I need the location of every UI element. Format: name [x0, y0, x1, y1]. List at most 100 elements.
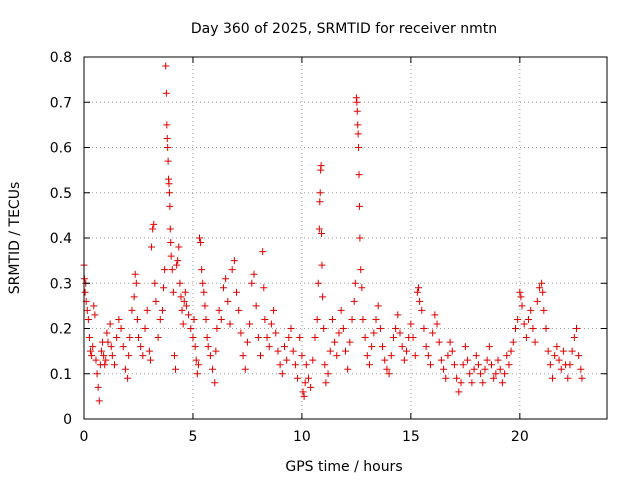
data-point — [179, 320, 187, 328]
data-point — [324, 370, 332, 378]
grid-lines — [84, 57, 607, 419]
data-point — [435, 338, 443, 346]
data-point — [448, 347, 456, 355]
data-point — [209, 365, 217, 373]
data-point — [539, 288, 547, 296]
y-axis-label: SRMTID / TECUs — [7, 182, 23, 295]
data-point — [322, 379, 330, 387]
data-point — [331, 338, 339, 346]
data-point — [559, 347, 567, 355]
data-point — [549, 374, 557, 382]
data-point — [166, 202, 174, 210]
data-point — [274, 347, 282, 355]
data-point — [479, 379, 487, 387]
data-point — [358, 284, 366, 292]
data-point — [485, 343, 493, 351]
data-point — [540, 306, 548, 314]
data-point — [132, 279, 140, 287]
data-point — [267, 320, 275, 328]
x-tick-label: 0 — [80, 429, 89, 445]
data-point — [314, 279, 322, 287]
data-point — [381, 356, 389, 364]
x-tick-label: 15 — [402, 429, 420, 445]
data-point — [355, 171, 363, 179]
data-point — [344, 365, 352, 373]
data-point — [370, 329, 378, 337]
data-point — [457, 379, 465, 387]
data-point — [337, 306, 345, 314]
data-point — [317, 162, 325, 170]
data-point — [522, 334, 530, 342]
data-point — [195, 234, 203, 242]
data-point — [361, 334, 369, 342]
data-point — [263, 334, 271, 342]
data-point — [535, 284, 543, 292]
data-point — [124, 374, 132, 382]
data-point — [115, 315, 123, 323]
data-point — [83, 306, 91, 314]
data-point — [261, 315, 269, 323]
data-point — [570, 334, 578, 342]
data-point — [95, 397, 103, 405]
data-point — [431, 311, 439, 319]
x-tick-label: 5 — [188, 429, 197, 445]
data-point — [189, 334, 197, 342]
data-point — [544, 347, 552, 355]
data-point — [557, 365, 565, 373]
data-point — [433, 320, 441, 328]
data-point — [459, 361, 467, 369]
data-point — [376, 325, 384, 332]
data-point — [354, 130, 362, 138]
data-point — [372, 315, 380, 323]
data-point — [353, 98, 361, 106]
y-tick-labels: 0 0.1 0.2 0.3 0.4 0.5 0.6 0.7 0.8 — [50, 50, 72, 428]
data-point — [185, 311, 193, 319]
data-point — [165, 189, 173, 197]
data-point — [164, 157, 172, 165]
data-point — [145, 347, 153, 355]
x-tick-label: 20 — [511, 429, 529, 445]
data-point — [359, 315, 367, 323]
data-point — [437, 356, 445, 364]
data-point — [313, 315, 321, 323]
data-point — [474, 361, 482, 369]
data-point — [93, 370, 101, 378]
data-point — [527, 306, 535, 314]
data-point — [300, 392, 308, 400]
data-point — [125, 352, 133, 360]
data-point — [126, 334, 134, 342]
data-point — [498, 379, 506, 387]
data-point — [339, 325, 347, 332]
data-point — [309, 356, 317, 364]
data-point — [276, 361, 284, 369]
y-tick-label: 0.4 — [50, 231, 72, 247]
data-point — [119, 343, 127, 351]
y-tick-label: 0.6 — [50, 141, 72, 157]
data-point — [316, 198, 324, 206]
data-point — [174, 257, 182, 265]
data-point — [442, 374, 450, 382]
data-point — [243, 338, 251, 346]
data-point — [113, 334, 121, 342]
data-point — [134, 334, 142, 342]
data-point — [287, 325, 295, 332]
data-point — [191, 343, 199, 351]
data-point — [357, 266, 365, 274]
data-point — [250, 270, 258, 278]
data-point — [355, 202, 363, 210]
data-point — [387, 352, 395, 360]
data-point — [289, 347, 297, 355]
data-point — [416, 297, 424, 305]
data-point — [92, 356, 100, 364]
data-point — [130, 293, 138, 301]
y-tick-label: 0.5 — [50, 186, 72, 202]
data-point — [453, 374, 461, 382]
data-point — [193, 370, 201, 378]
data-point — [461, 343, 469, 351]
data-point — [260, 284, 268, 292]
data-point — [555, 356, 563, 364]
data-point — [365, 361, 373, 369]
data-point — [235, 306, 243, 314]
data-point — [169, 288, 177, 296]
data-point — [224, 297, 232, 305]
